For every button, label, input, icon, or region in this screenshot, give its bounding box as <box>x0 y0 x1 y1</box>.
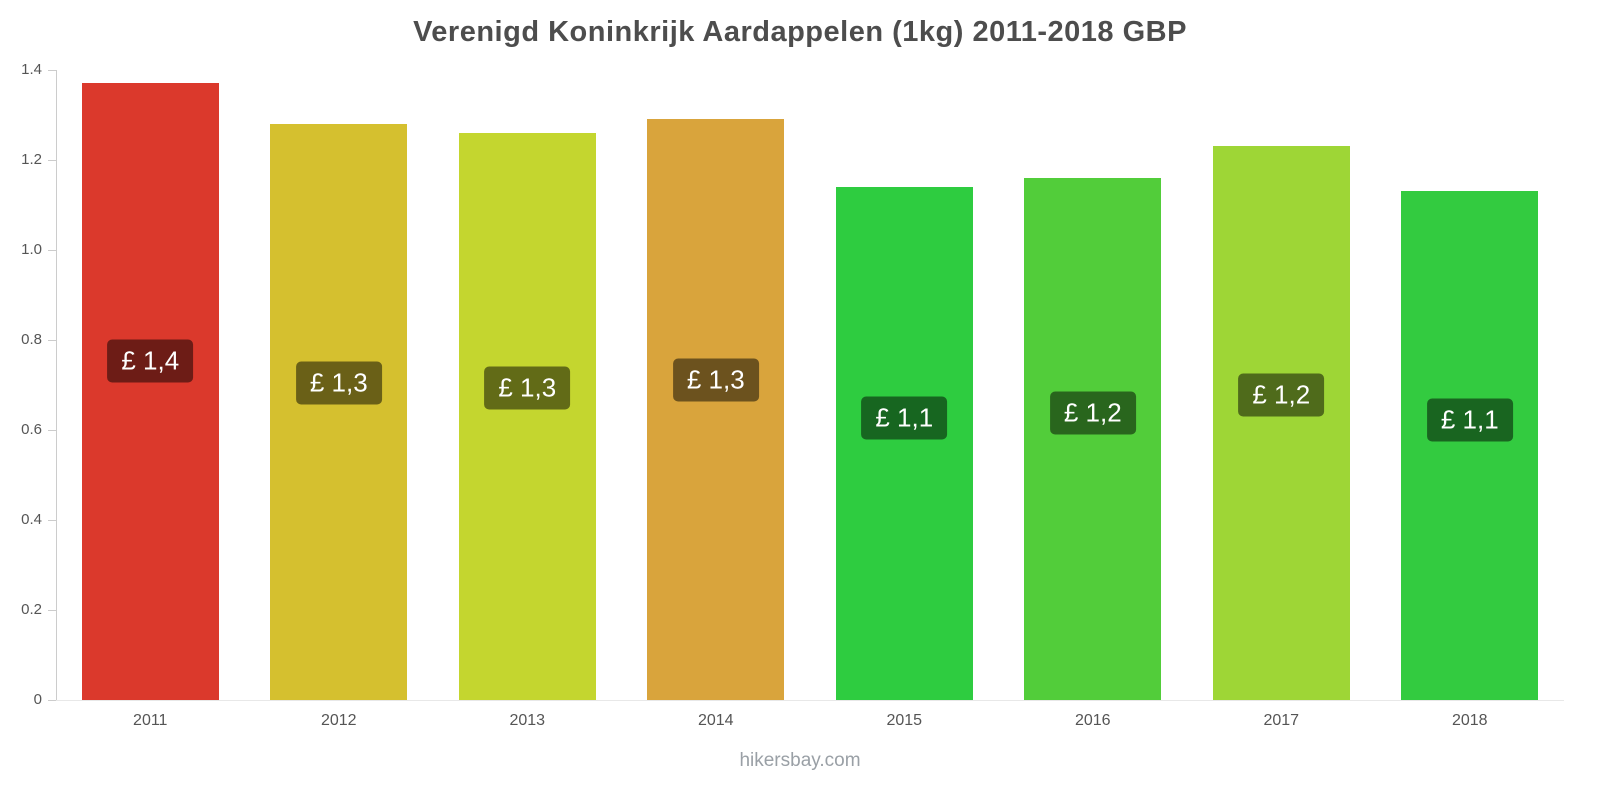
bar <box>270 124 408 700</box>
x-axis-label: 2012 <box>320 712 357 729</box>
y-axis-tick <box>48 70 56 71</box>
bar-value-label: £ 1,1 <box>1426 398 1513 442</box>
bar-value-label: £ 1,3 <box>484 366 571 410</box>
y-axis <box>56 70 57 701</box>
bar-value-label: £ 1,3 <box>295 361 382 405</box>
y-axis-tick-label: 0 <box>33 691 42 708</box>
y-axis-tick <box>48 610 56 611</box>
y-axis-tick-label: 0.4 <box>21 511 42 528</box>
bar <box>1024 178 1162 700</box>
x-axis-label: 2017 <box>1263 712 1300 729</box>
chart-title: Verenigd Koninkrijk Aardappelen (1kg) 20… <box>413 16 1187 48</box>
bar-value-label: £ 1,4 <box>107 339 194 383</box>
y-axis-tick <box>48 520 56 521</box>
y-axis-tick-label: 1.2 <box>21 151 42 168</box>
y-axis-tick-label: 0.2 <box>21 601 42 618</box>
x-axis-label: 2013 <box>509 712 546 729</box>
bar <box>835 187 973 700</box>
y-axis-tick-label: 0.8 <box>21 331 42 348</box>
y-axis-tick-label: 1.0 <box>21 241 42 258</box>
bar <box>458 133 596 700</box>
bar <box>1401 191 1539 700</box>
x-axis-label: 2016 <box>1074 712 1111 729</box>
y-axis-tick <box>48 340 56 341</box>
bar-value-label: £ 1,1 <box>861 396 948 440</box>
y-axis-tick <box>48 160 56 161</box>
bar-value-label: £ 1,2 <box>1049 391 1136 435</box>
bar <box>1212 146 1350 700</box>
bar-value-label: £ 1,2 <box>1238 373 1325 417</box>
x-axis <box>56 700 1564 701</box>
y-axis-tick <box>48 250 56 251</box>
y-axis-tick-label: 0.6 <box>21 421 42 438</box>
bar-value-label: £ 1,3 <box>672 358 759 402</box>
x-axis-label: 2018 <box>1451 712 1488 729</box>
footer-watermark: hikersbay.com <box>739 750 861 771</box>
y-axis-tick <box>48 430 56 431</box>
y-axis-tick <box>48 700 56 701</box>
bar <box>647 119 785 700</box>
bar <box>81 83 219 700</box>
y-axis-tick-label: 1.4 <box>21 61 42 78</box>
x-axis-label: 2011 <box>133 712 168 729</box>
x-axis-label: 2015 <box>886 712 923 729</box>
x-axis-label: 2014 <box>697 712 734 729</box>
